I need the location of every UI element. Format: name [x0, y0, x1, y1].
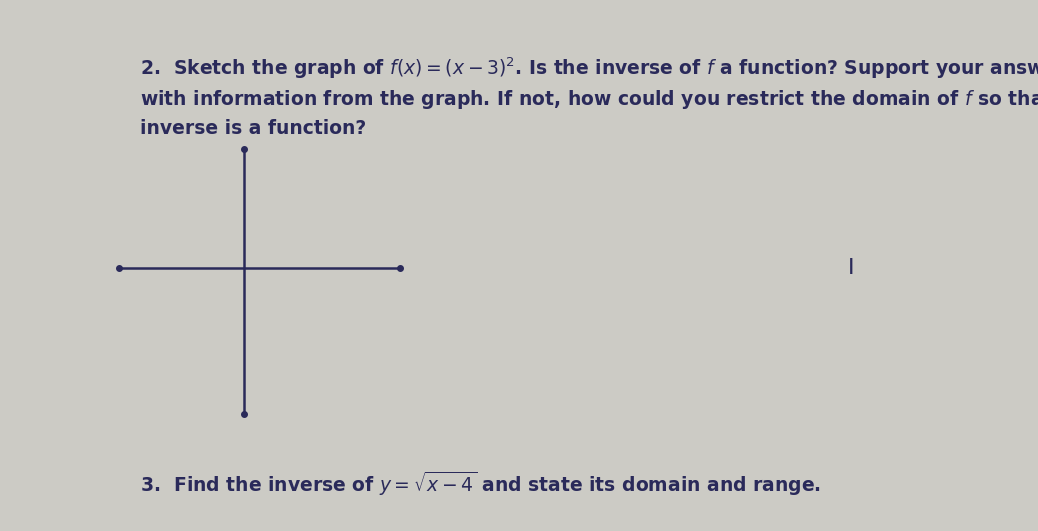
Text: 2.  Sketch the graph of $f(x)=(x-3)^2$. Is the inverse of $f$ a function? Suppor: 2. Sketch the graph of $f(x)=(x-3)^2$. I…	[140, 56, 1038, 81]
Text: I: I	[848, 258, 854, 278]
Text: 3.  Find the inverse of $y=\sqrt{x-4}$ and state its domain and range.: 3. Find the inverse of $y=\sqrt{x-4}$ an…	[140, 470, 821, 498]
Text: with information from the graph. If not, how could you restrict the domain of $f: with information from the graph. If not,…	[140, 88, 1038, 110]
Text: inverse is a function?: inverse is a function?	[140, 119, 366, 139]
